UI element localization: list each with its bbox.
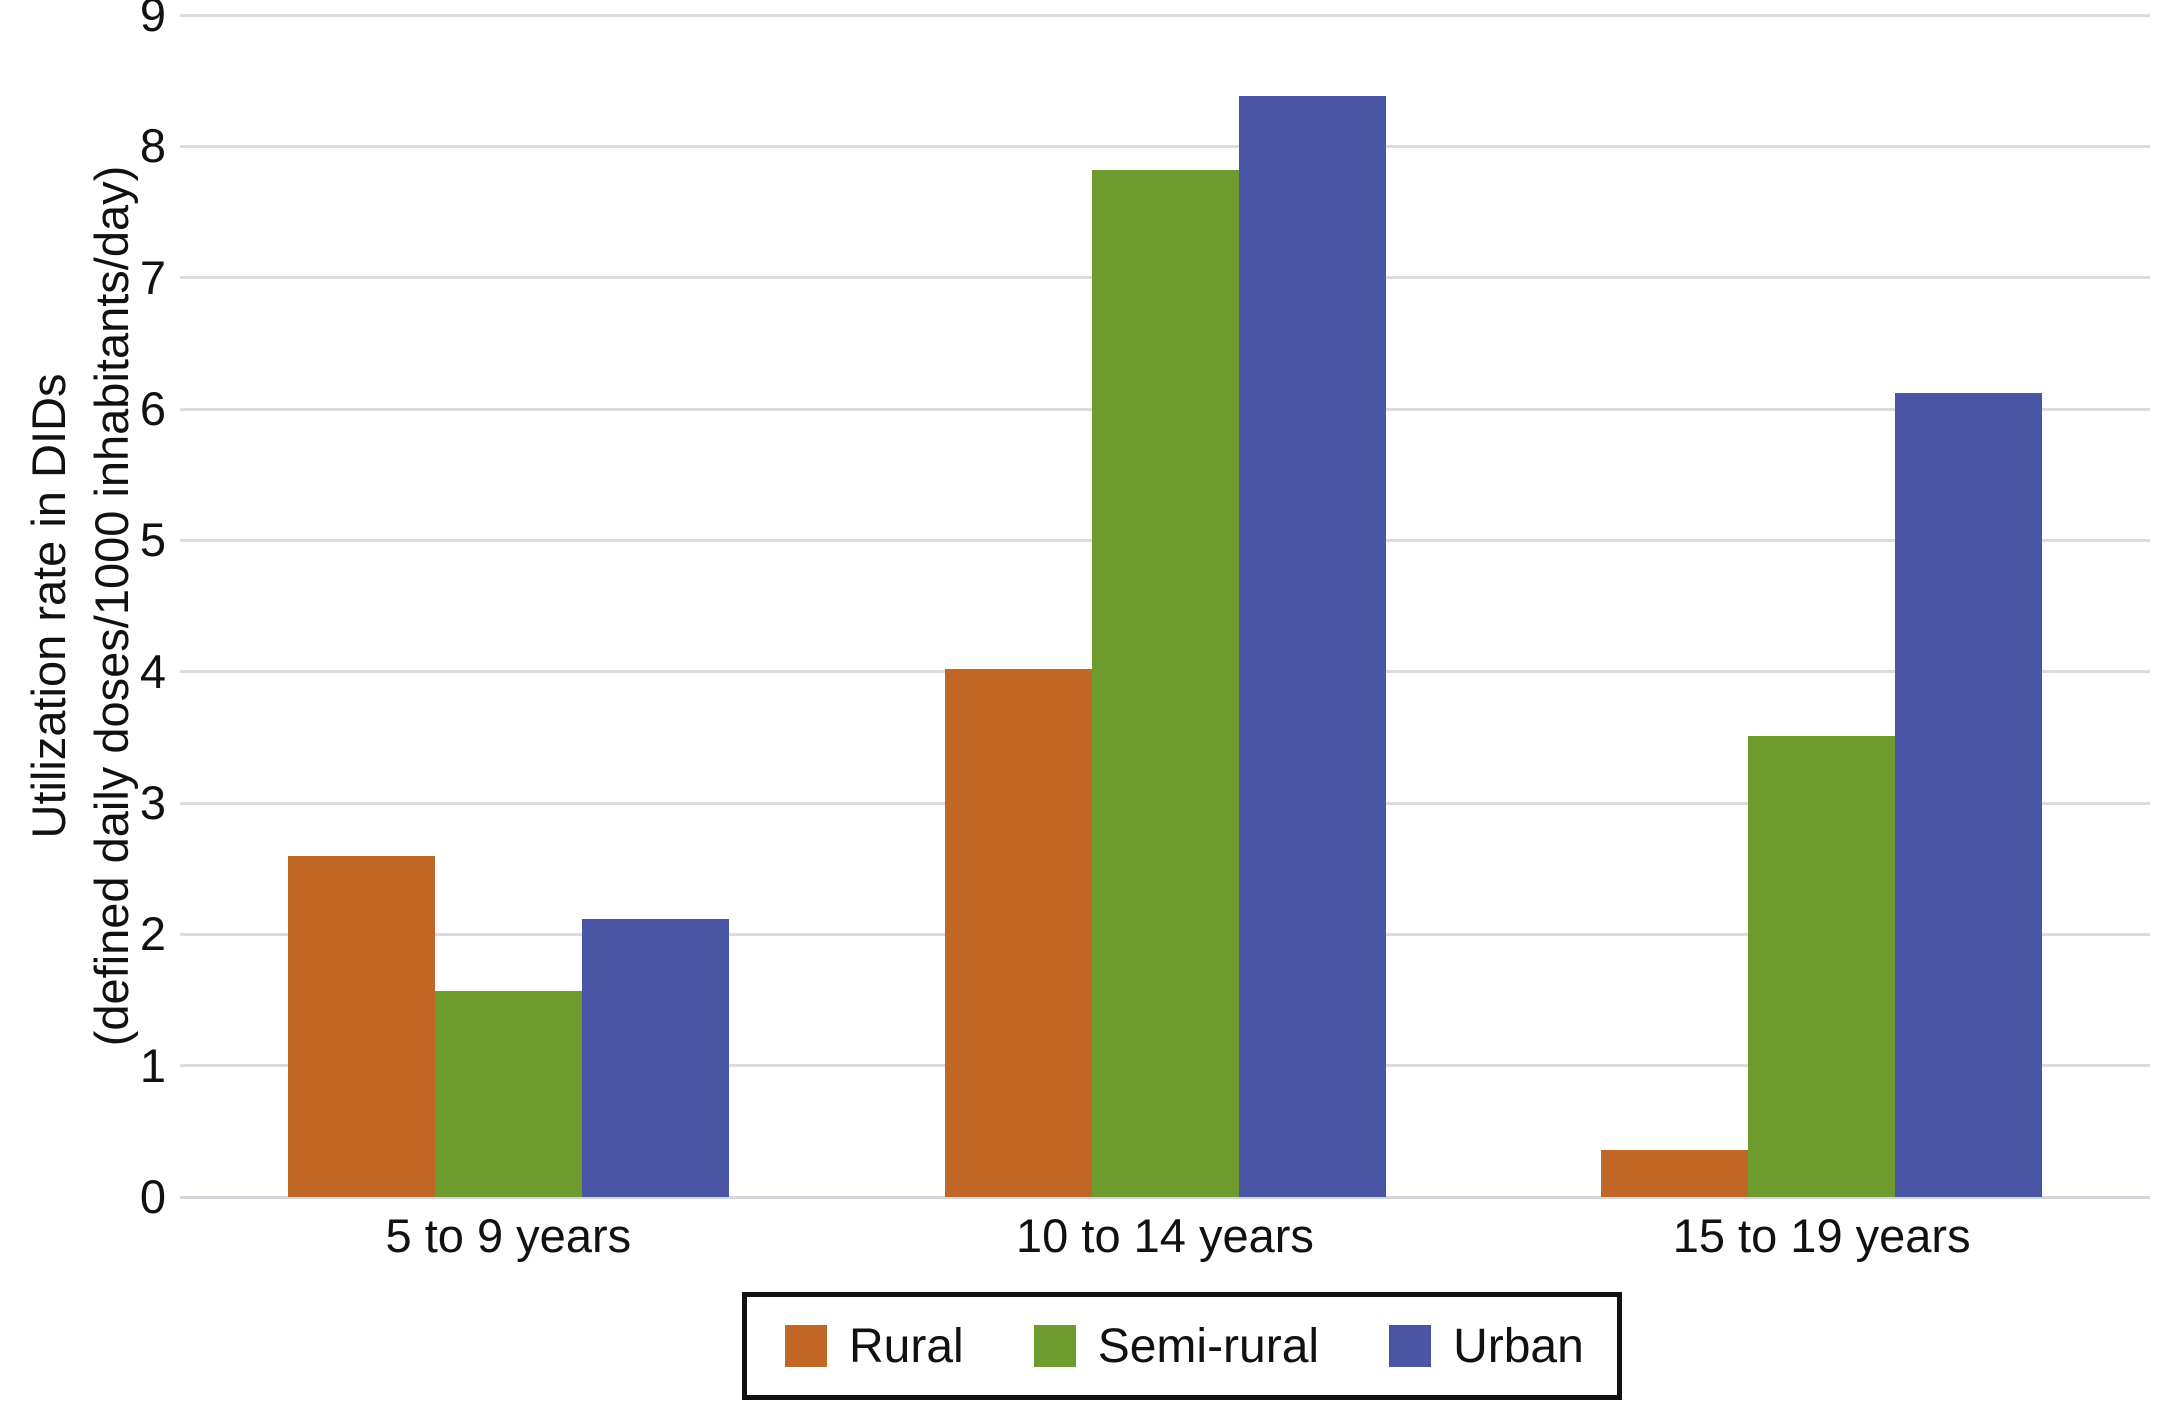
legend-item-urban: Urban <box>1389 1319 1584 1374</box>
legend: Rural Semi-rural Urban <box>742 1292 1622 1400</box>
y-tick-label: 6 <box>139 382 166 435</box>
bar-urban-cat2 <box>1895 393 2043 1197</box>
legend-swatch-semi-rural <box>1033 1325 1076 1367</box>
legend-label: Rural <box>849 1319 964 1373</box>
legend-item-rural: Rural <box>785 1319 964 1374</box>
gridline-y9 <box>180 13 2150 17</box>
x-category-label: 5 to 9 years <box>385 1209 632 1262</box>
x-category-label: 10 to 14 years <box>1016 1209 1314 1262</box>
y-tick-label: 8 <box>139 119 166 173</box>
x-category-label: 15 to 19 years <box>1672 1209 1971 1262</box>
legend-item-semi-rural: Semi-rural <box>1033 1319 1320 1374</box>
bar-semi-rural-cat2 <box>1748 736 1896 1197</box>
y-tick-label: 7 <box>139 250 166 304</box>
bar-rural-cat2 <box>1601 1149 1749 1197</box>
gridline-y0 <box>180 1195 2150 1199</box>
bar-semi-rural-cat1 <box>1091 169 1239 1197</box>
bar-rural-cat1 <box>944 669 1092 1197</box>
y-tick-label: 3 <box>139 776 166 829</box>
bar-urban-cat0 <box>581 918 729 1197</box>
legend-swatch-rural <box>785 1325 827 1367</box>
bar-urban-cat1 <box>1238 96 1386 1197</box>
y-tick-label: 5 <box>139 513 166 567</box>
legend-label: Urban <box>1453 1319 1584 1373</box>
legend-label: Semi-rural <box>1097 1319 1320 1373</box>
gridline-y8 <box>180 144 2150 148</box>
y-tick-label: 2 <box>139 907 166 961</box>
y-tick-label: 9 <box>139 0 166 41</box>
bar-rural-cat0 <box>287 855 435 1197</box>
bar-semi-rural-cat0 <box>434 990 582 1197</box>
y-tick-label: 0 <box>139 1170 166 1223</box>
legend-swatch-urban <box>1389 1325 1432 1367</box>
y-tick-label: 1 <box>139 1038 166 1092</box>
y-tick-label: 4 <box>139 644 166 698</box>
